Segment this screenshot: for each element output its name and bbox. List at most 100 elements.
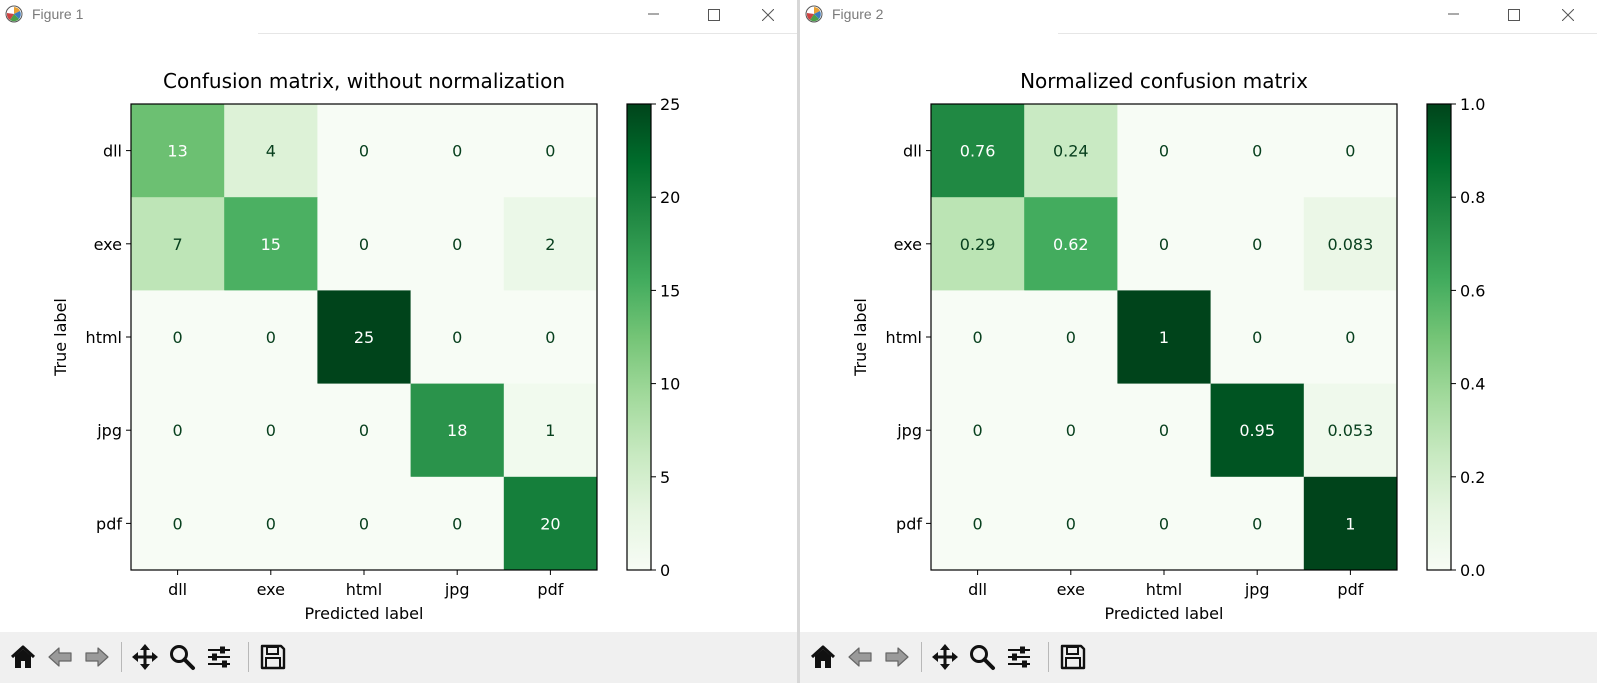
cell-value-label: 20	[540, 514, 560, 533]
heatmap-cell-pdf-html	[317, 476, 412, 571]
colorbar-tick-label: 25	[660, 95, 680, 114]
colorbar-tick-label: 5	[660, 468, 670, 487]
cell-value-label: 0	[1159, 514, 1169, 533]
cell-value-label: 7	[173, 235, 183, 254]
zoom-button[interactable]	[164, 639, 200, 675]
zoom-magnifier-icon	[970, 645, 995, 670]
home-button[interactable]	[5, 639, 41, 675]
heatmap-cell-dll-dll	[931, 104, 1025, 198]
pan-button[interactable]	[127, 639, 163, 675]
toolbar-separator	[248, 642, 249, 672]
maximize-button[interactable]	[1491, 0, 1537, 30]
title-bar[interactable]: Figure 2	[800, 0, 1597, 30]
heatmap-cell-jpg-dll	[131, 383, 225, 478]
forward-button[interactable]	[79, 639, 115, 675]
heatmap-cell-dll-jpg	[1210, 104, 1305, 198]
configure-subplots-button[interactable]	[1001, 639, 1037, 675]
back-button[interactable]	[42, 639, 78, 675]
cell-value-label: 0	[452, 142, 462, 161]
minimize-icon	[648, 13, 659, 15]
save-button[interactable]	[1055, 639, 1091, 675]
minimize-button[interactable]	[631, 0, 677, 30]
cell-value-label: 0	[266, 328, 276, 347]
cell-value-label: 0	[359, 421, 369, 440]
window-divider	[797, 0, 800, 683]
x-axis-label: Predicted label	[1105, 604, 1224, 623]
cell-value-label: 0.76	[960, 142, 996, 161]
configure-subplots-button[interactable]	[201, 639, 237, 675]
x-tick-label: dll	[968, 580, 987, 599]
heatmap-cell-html-jpg	[1210, 290, 1305, 385]
figure-1-window: Figure 1 Confusion matrix, without norma…	[0, 0, 797, 683]
cell-value-label: 0	[1066, 514, 1076, 533]
cell-value-label: 0.083	[1327, 235, 1373, 254]
colorbar-tick-label: 0.4	[1460, 375, 1485, 394]
cell-value-label: 0	[266, 421, 276, 440]
x-axis-label: Predicted label	[305, 604, 424, 623]
heatmap-cell-dll-html	[317, 104, 412, 198]
save-button[interactable]	[255, 639, 291, 675]
cell-value-label: 18	[447, 421, 467, 440]
floppy-disk-icon	[1060, 644, 1086, 670]
colorbar-tick-label: 0	[660, 561, 670, 580]
y-tick-label: pdf	[96, 514, 122, 533]
home-button[interactable]	[805, 639, 841, 675]
colorbar-tick-label: 0.2	[1460, 468, 1485, 487]
minimize-button[interactable]	[1431, 0, 1477, 30]
x-tick-label: dll	[168, 580, 187, 599]
confusion-matrix-figure[interactable]: Confusion matrix, without normalization 1…	[0, 34, 797, 632]
close-button[interactable]	[1545, 0, 1591, 30]
y-tick-label: jpg	[96, 421, 122, 440]
maximize-button[interactable]	[691, 0, 737, 30]
zoom-magnifier-icon	[170, 645, 195, 670]
heatmap-cell-jpg-jpg	[1210, 383, 1305, 478]
back-button[interactable]	[842, 639, 878, 675]
chart-title: Confusion matrix, without normalization	[163, 69, 565, 93]
title-separator	[1058, 33, 1597, 34]
x-tick-label: jpg	[444, 580, 470, 599]
heatmap-cell-jpg-jpg	[410, 383, 505, 478]
title-bar[interactable]: Figure 1	[0, 0, 797, 30]
cell-value-label: 0	[359, 235, 369, 254]
cell-value-label: 0.95	[1239, 421, 1275, 440]
cell-value-label: 4	[266, 142, 276, 161]
x-tick-label: html	[1146, 580, 1182, 599]
heatmap-cell-pdf-jpg	[1210, 476, 1305, 571]
matplotlib-logo-icon	[5, 5, 23, 23]
cell-value-label: 0	[359, 514, 369, 533]
home-icon	[810, 645, 836, 668]
cell-value-label: 25	[354, 328, 374, 347]
zoom-button[interactable]	[964, 639, 1000, 675]
cell-value-label: 0	[266, 514, 276, 533]
forward-arrow-icon	[85, 647, 109, 667]
heatmap-cell-dll-jpg	[410, 104, 505, 198]
minimize-icon	[1448, 13, 1459, 15]
forward-button[interactable]	[879, 639, 915, 675]
heatmap-cell-html-pdf	[1303, 290, 1398, 385]
colorbar-tick-label: 0.0	[1460, 561, 1485, 580]
heatmap-cell-exe-exe	[224, 197, 318, 291]
back-arrow-icon	[848, 647, 872, 667]
title-separator	[258, 33, 797, 34]
cell-value-label: 0	[1345, 142, 1355, 161]
heatmap-cell-jpg-html	[317, 383, 412, 478]
close-button[interactable]	[745, 0, 791, 30]
colorbar-tick-label: 0.6	[1460, 281, 1485, 300]
heatmap-cell-html-html	[317, 290, 412, 385]
cell-value-label: 0	[1159, 142, 1169, 161]
confusion-matrix-figure[interactable]: Normalized confusion matrix 0.76 0.24 0 0 0 0.…	[800, 34, 1597, 632]
colorbar-tick-label: 10	[660, 375, 680, 394]
pan-button[interactable]	[927, 639, 963, 675]
y-tick-label: pdf	[896, 514, 922, 533]
cell-value-label: 0	[1066, 421, 1076, 440]
navigation-toolbar	[800, 632, 1597, 683]
heatmap-cell-exe-dll	[931, 197, 1025, 291]
y-axis-label: True label	[851, 298, 870, 377]
heatmap-cell-pdf-pdf	[503, 476, 598, 571]
heatmap-cell-dll-html	[1117, 104, 1212, 198]
heatmap-cell-pdf-dll	[931, 476, 1025, 571]
cell-value-label: 1	[545, 421, 555, 440]
colorbar	[626, 103, 652, 571]
navigation-toolbar	[0, 632, 797, 683]
y-tick-label: html	[886, 328, 922, 347]
